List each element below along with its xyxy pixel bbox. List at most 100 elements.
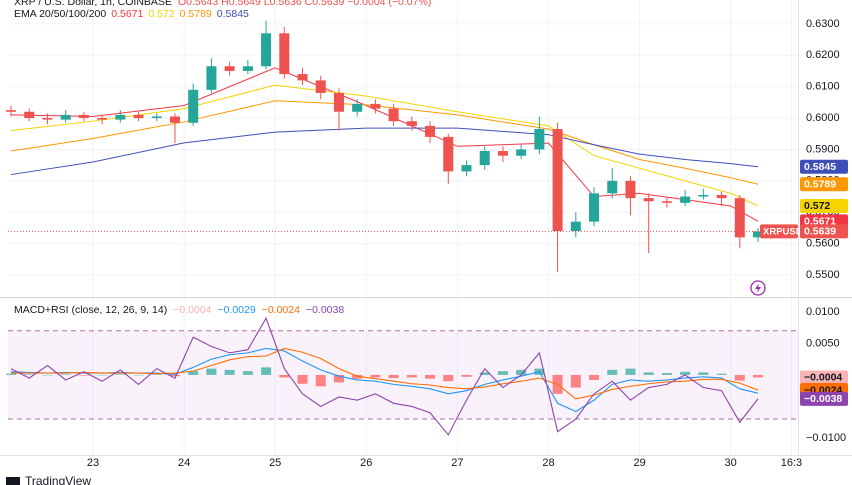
candle-body bbox=[752, 231, 764, 238]
ema-legend-value: 0.5789 bbox=[180, 8, 212, 20]
ema-legend-value: 0.5671 bbox=[111, 8, 143, 20]
histogram-bar bbox=[570, 374, 581, 388]
y-tick-label: 0.5500 bbox=[806, 269, 840, 281]
candle-body bbox=[425, 125, 436, 137]
y-tick-label: 0.5600 bbox=[806, 238, 840, 250]
candle-body bbox=[352, 103, 363, 112]
candle-body bbox=[716, 194, 727, 199]
ema-badge-bg bbox=[800, 159, 848, 174]
y-tick-label: 0.0100 bbox=[806, 306, 840, 318]
logo bbox=[6, 477, 20, 485]
chart-title: XRP / U.S. Dollar, 1h, COINBASE O0.5643 H… bbox=[14, 0, 431, 8]
ema-badge-bg bbox=[800, 177, 848, 192]
histogram-bar bbox=[261, 367, 272, 375]
histogram-bar bbox=[333, 374, 344, 383]
histogram-bar bbox=[42, 374, 53, 376]
candle-body bbox=[279, 33, 290, 75]
histogram-bar bbox=[297, 374, 308, 384]
candle-body bbox=[97, 118, 108, 120]
indicator-line bbox=[10, 316, 759, 436]
ema-badge: 0.5845 bbox=[804, 161, 836, 173]
x-tick-label: 30 bbox=[725, 457, 737, 469]
histogram-bar bbox=[97, 374, 108, 376]
indicator-badge-bg bbox=[800, 391, 848, 406]
indicator-line bbox=[11, 347, 759, 400]
candle-body bbox=[133, 114, 144, 119]
candle-body bbox=[151, 116, 162, 119]
histogram-bar bbox=[188, 371, 199, 375]
histogram-bar bbox=[279, 374, 290, 378]
histogram-bar bbox=[698, 372, 709, 375]
y-tick-label: 0.6000 bbox=[806, 112, 840, 124]
candle-body bbox=[607, 180, 618, 194]
histogram-bar bbox=[752, 374, 764, 378]
histogram-bar bbox=[169, 374, 180, 377]
candle-body bbox=[461, 165, 472, 172]
ema-line bbox=[11, 67, 759, 222]
candle-body bbox=[297, 74, 308, 81]
x-tick-label: 24 bbox=[178, 457, 190, 469]
candle-body bbox=[24, 111, 35, 119]
y-tick-label: 0.6100 bbox=[806, 81, 840, 93]
ema-badge-bg bbox=[800, 198, 848, 213]
y-tick-label: 0.6200 bbox=[806, 49, 840, 61]
histogram-bar bbox=[716, 373, 727, 375]
candle-body bbox=[333, 92, 344, 112]
candle-body bbox=[497, 151, 508, 156]
title: XRP / U.S. Dollar, 1h, COINBASE bbox=[14, 0, 172, 8]
histogram-bar bbox=[425, 374, 436, 379]
x-tick-label: 23 bbox=[87, 457, 99, 469]
indicator-value: −0.0024 bbox=[262, 304, 300, 316]
ema-line bbox=[10, 127, 759, 176]
indicator-badge: −0.0038 bbox=[804, 393, 842, 405]
y-tick-label: 0.0050 bbox=[806, 337, 840, 349]
histogram-bar bbox=[589, 374, 600, 380]
ema-line bbox=[10, 100, 759, 185]
ema-legend-value: 0.572 bbox=[148, 8, 174, 20]
ema-badge: 0.5789 bbox=[804, 179, 836, 191]
histogram-bar bbox=[151, 374, 162, 375]
candle-body bbox=[698, 194, 709, 197]
x-tick-label: 25 bbox=[269, 457, 281, 469]
indicator-value: −0.0038 bbox=[306, 304, 344, 316]
indicator-badge: −0.0004 bbox=[804, 372, 842, 384]
histogram-bar bbox=[370, 374, 381, 378]
symbol-badge-bg bbox=[760, 224, 798, 239]
indicator-badge-bg bbox=[800, 370, 848, 385]
candle-body bbox=[406, 121, 417, 126]
histogram-bar bbox=[242, 371, 253, 375]
candle-body bbox=[188, 89, 199, 123]
candle-body bbox=[643, 198, 654, 202]
histogram-bar bbox=[516, 369, 527, 375]
candle-body bbox=[115, 114, 126, 120]
y-tick-label: 0.6300 bbox=[806, 18, 840, 30]
candle-body bbox=[552, 129, 563, 232]
x-tick-label: 26 bbox=[360, 457, 372, 469]
candle-body bbox=[5, 110, 17, 112]
candle-body bbox=[388, 108, 399, 122]
x-tick-label: 16:3 bbox=[781, 457, 802, 469]
candle-body bbox=[42, 118, 53, 120]
candle-body bbox=[534, 129, 545, 150]
x-tick-label: 28 bbox=[542, 457, 554, 469]
candle-body bbox=[60, 114, 71, 120]
ema-line bbox=[10, 84, 759, 207]
histogram-bar bbox=[224, 369, 235, 375]
histogram-bar bbox=[661, 373, 672, 375]
histogram-bar bbox=[206, 368, 217, 375]
indicator-title: MACD+RSI (close, 12, 26, 9, 14) bbox=[14, 304, 167, 316]
candle-body bbox=[479, 151, 490, 166]
histogram-bar bbox=[680, 371, 691, 375]
footer: TradingView bbox=[25, 474, 91, 485]
candle-body bbox=[680, 196, 691, 203]
histogram-bar bbox=[461, 374, 472, 377]
candle-body bbox=[315, 80, 326, 93]
histogram-bar bbox=[734, 374, 745, 381]
indicator-value: −0.0004 bbox=[173, 304, 211, 316]
histogram-bar bbox=[5, 373, 17, 375]
histogram-bar bbox=[625, 368, 636, 375]
alert-icon[interactable] bbox=[750, 280, 766, 296]
ohlc: O0.5643 H0.5649 L0.5636 C0.5639 −0.0004 … bbox=[178, 0, 431, 8]
